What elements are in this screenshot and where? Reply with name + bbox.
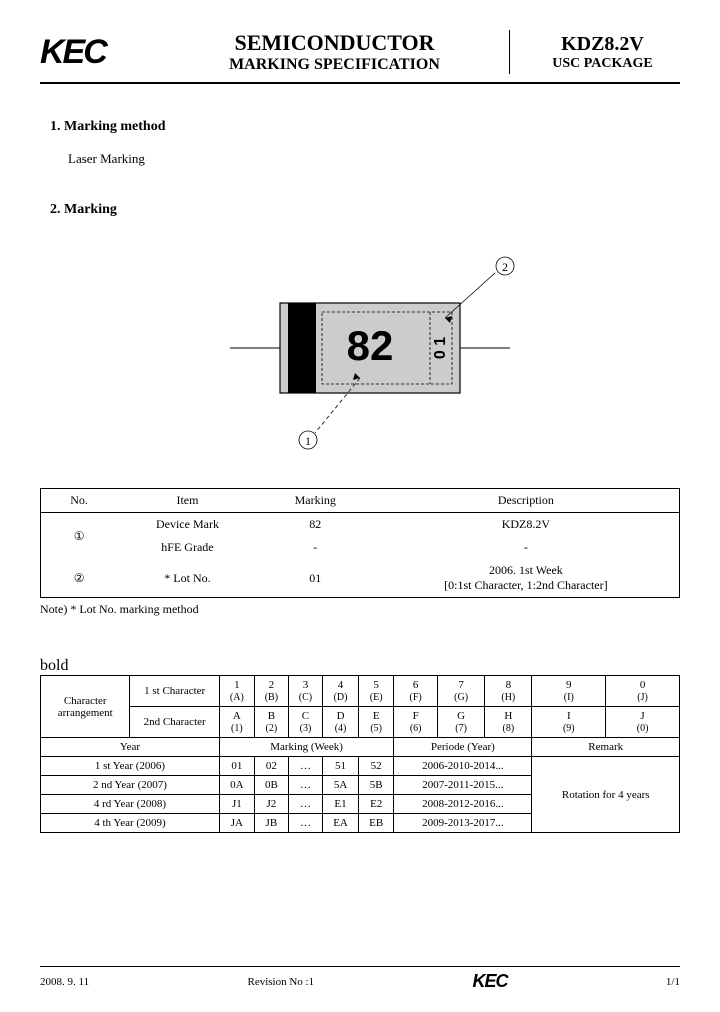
callout-2: 2 xyxy=(502,260,508,274)
table1-header-row: No. Item Marking Description xyxy=(41,489,680,513)
t1-mark2: - xyxy=(258,536,373,559)
part-number: KDZ8.2V xyxy=(525,33,680,56)
footer: 2008. 9. 11 Revision No :1 KEC 1/1 xyxy=(40,966,680,992)
t1-no3: ② xyxy=(41,559,118,598)
t2-c4: 5(E) xyxy=(359,676,394,707)
table1-h-no: No. xyxy=(41,489,118,513)
table-row: Character arrangement 1 st Character 1(A… xyxy=(41,676,680,707)
t2-periode-h: Periode (Year) xyxy=(394,738,532,757)
character-arrangement-table: Character arrangement 1 st Character 1(A… xyxy=(40,675,680,833)
table1-note: Note) * Lot No. marking method xyxy=(40,602,680,617)
package-label: USC PACKAGE xyxy=(525,56,680,72)
t2-s5: F(6) xyxy=(394,707,438,738)
table-row: hFE Grade - - xyxy=(41,536,680,559)
table-row: 1 st Year (2006) 01 02 … 51 52 2006-2010… xyxy=(41,757,680,776)
t2-marking-h: Marking (Week) xyxy=(219,738,393,757)
t2-first-char: 1 st Character xyxy=(130,676,219,707)
t2-remark: Rotation for 4 years xyxy=(532,757,680,833)
table-row: Year Marking (Week) Periode (Year) Remar… xyxy=(41,738,680,757)
table1-h-item: Item xyxy=(117,489,258,513)
t2-c2: 3(C) xyxy=(288,676,322,707)
footer-date: 2008. 9. 11 xyxy=(40,976,89,988)
footer-logo: KEC xyxy=(473,971,508,992)
t1-desc3: 2006. 1st Week [0:1st Character, 1:2nd C… xyxy=(373,559,680,598)
callout-1: 1 xyxy=(305,434,311,448)
section-marking: 2. Marking 82 0 1 2 1 xyxy=(40,202,680,468)
t2-s4: E(5) xyxy=(359,707,394,738)
t2-remark-h: Remark xyxy=(532,738,680,757)
t2-s9: J(0) xyxy=(606,707,680,738)
t1-desc2: - xyxy=(373,536,680,559)
t1-item1: Device Mark xyxy=(117,513,258,537)
diagram-lot-mark: 0 1 xyxy=(432,337,449,359)
t2-s7: H(8) xyxy=(485,707,532,738)
header-subtitle: MARKING SPECIFICATION xyxy=(175,56,494,74)
section1-title: 1. Marking method xyxy=(50,119,680,135)
t2-second-char: 2nd Character xyxy=(130,707,219,738)
header-title: SEMICONDUCTOR xyxy=(175,30,494,56)
t2-c6: 7(G) xyxy=(438,676,485,707)
t2-c3: 4(D) xyxy=(322,676,358,707)
table1-h-marking: Marking xyxy=(258,489,373,513)
t2-s8: I(9) xyxy=(532,707,606,738)
section-marking-method: 1. Marking method Laser Marking xyxy=(40,119,680,167)
header: KEC SEMICONDUCTOR MARKING SPECIFICATION … xyxy=(40,30,680,84)
t2-c5: 6(F) xyxy=(394,676,438,707)
title-block: SEMICONDUCTOR MARKING SPECIFICATION xyxy=(160,30,510,74)
t2-c7: 8(H) xyxy=(485,676,532,707)
t1-mark1: 82 xyxy=(258,513,373,537)
part-block: KDZ8.2V USC PACKAGE xyxy=(510,33,680,72)
footer-revision: Revision No :1 xyxy=(247,976,314,988)
marking-diagram: 82 0 1 2 1 xyxy=(40,248,680,468)
t1-no1: ① xyxy=(41,513,118,560)
section1-body: Laser Marking xyxy=(68,151,680,167)
t2-s2: C(3) xyxy=(288,707,322,738)
diagram-main-mark: 82 xyxy=(347,322,394,369)
footer-page: 1/1 xyxy=(666,976,680,988)
t1-desc1: KDZ8.2V xyxy=(373,513,680,537)
t2-s1: B(2) xyxy=(254,707,288,738)
table-row: 2nd Character A(1) B(2) C(3) D(4) E(5) F… xyxy=(41,707,680,738)
t2-s3: D(4) xyxy=(322,707,358,738)
table2-wrap: bold Character arrangement 1 st Characte… xyxy=(40,657,680,833)
table1-h-desc: Description xyxy=(373,489,680,513)
table-row: ① Device Mark 82 KDZ8.2V xyxy=(41,513,680,537)
t2-s0: A(1) xyxy=(219,707,254,738)
section2-title: 2. Marking xyxy=(50,202,680,218)
logo-block: KEC xyxy=(40,33,160,72)
t1-item3: * Lot No. xyxy=(117,559,258,598)
marking-table: No. Item Marking Description ① Device Ma… xyxy=(40,488,680,598)
t1-item2: hFE Grade xyxy=(117,536,258,559)
t1-mark3: 01 xyxy=(258,559,373,598)
t2-y0: 1 st Year (2006) xyxy=(41,757,220,776)
logo-text: KEC xyxy=(40,33,106,71)
t2-arr-label: Character arrangement xyxy=(41,676,130,738)
t2-c9: 0(J) xyxy=(606,676,680,707)
t2-s6: G(7) xyxy=(438,707,485,738)
t2-year-h: Year xyxy=(41,738,220,757)
t2-c0: 1(A) xyxy=(219,676,254,707)
table1-wrap: No. Item Marking Description ① Device Ma… xyxy=(40,488,680,617)
table-row: ② * Lot No. 01 2006. 1st Week [0:1st Cha… xyxy=(41,559,680,598)
t2-c8: 9(I) xyxy=(532,676,606,707)
t2-c1: 2(B) xyxy=(254,676,288,707)
